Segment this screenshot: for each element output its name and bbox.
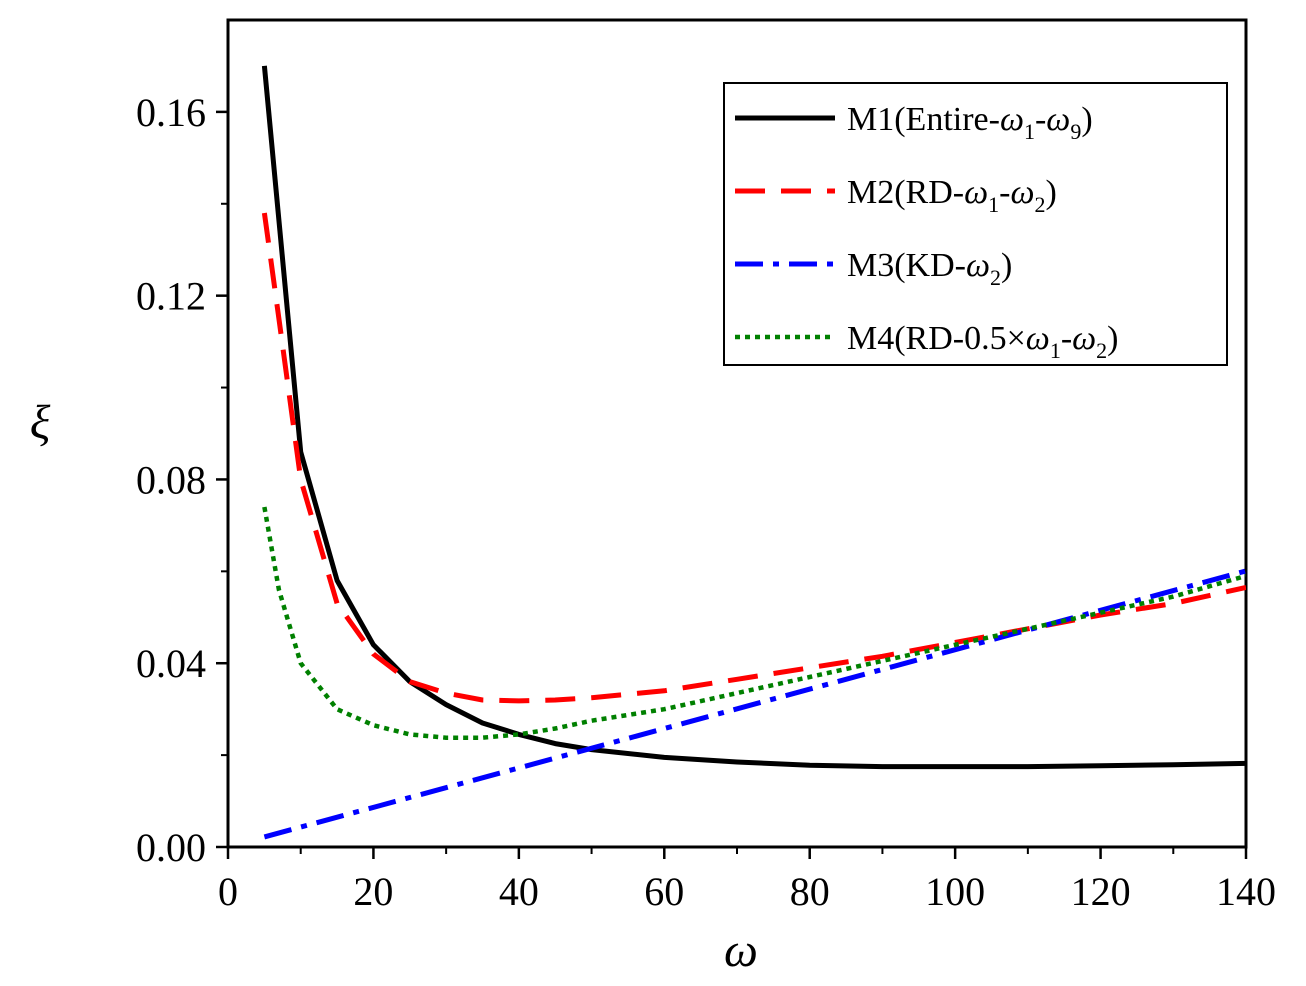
legend-label-2: M2(RD-ω1-ω2) <box>847 174 1057 217</box>
y-tick-label: 0.04 <box>136 641 206 686</box>
x-tick-label: 0 <box>218 869 238 914</box>
y-tick-label: 0.00 <box>136 825 206 870</box>
x-tick-label: 40 <box>499 869 539 914</box>
x-tick-label: 100 <box>925 869 985 914</box>
axis-ticks <box>216 110 1248 859</box>
series-line-4 <box>262 506 1246 740</box>
series-line-3 <box>263 568 1246 840</box>
y-tick-label: 0.12 <box>136 274 206 319</box>
legend-label-4: M4(RD-0.5×ω1-ω2) <box>847 320 1118 363</box>
y-tick-label: 0.08 <box>136 457 206 502</box>
y-tick-label: 0.16 <box>136 90 206 135</box>
x-tick-label: 140 <box>1216 869 1276 914</box>
legend-label-1: M1(Entire-ω1-ω9) <box>847 101 1093 144</box>
x-axis-title: ω <box>724 924 758 977</box>
y-axis-title: ξ <box>30 396 51 449</box>
x-tick-label: 20 <box>353 869 393 914</box>
legend-box <box>723 82 1228 366</box>
x-tick-label: 120 <box>1071 869 1131 914</box>
legend: M1(Entire-ω1-ω9) M2(RD-ω1-ω2) M3(KD-ω2) M4(… <box>723 82 1228 366</box>
axis-tick-labels: 0 20 40 60 80 100 120 140 0.00 0.04 0.08 0.12 0.16 <box>136 90 1276 914</box>
x-tick-label: 60 <box>644 869 684 914</box>
legend-label-3: M3(KD-ω2) <box>847 247 1012 290</box>
x-tick-label: 80 <box>790 869 830 914</box>
series-layer <box>261 65 1246 840</box>
